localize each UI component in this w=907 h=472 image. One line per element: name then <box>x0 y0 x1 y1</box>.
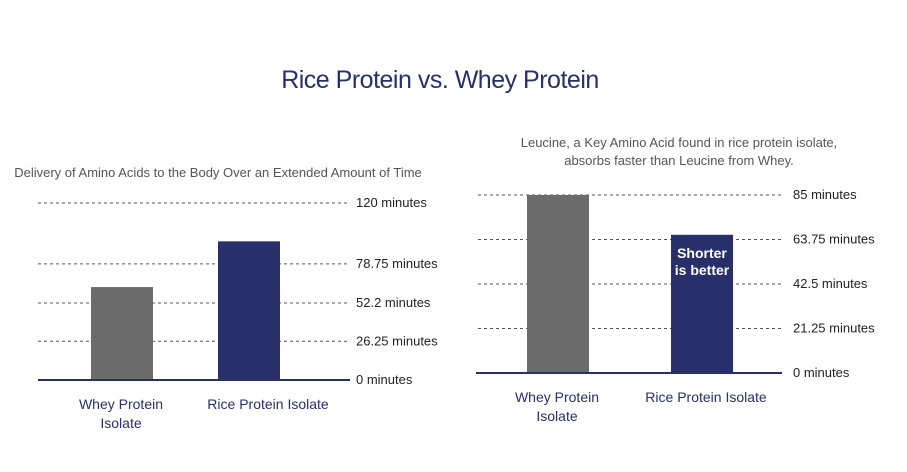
category-label-line: Whey Protein <box>79 396 163 412</box>
y-tick-label: 0 minutes <box>356 372 413 387</box>
category-label-line: Isolate <box>536 408 577 424</box>
category-label-line: Isolate <box>100 415 141 431</box>
chart-subtitle-line: Leucine, a Key Amino Acid found in rice … <box>521 135 838 150</box>
chart-subtitle: Leucine, a Key Amino Acid found in rice … <box>521 135 838 168</box>
bar-rice-protein <box>218 241 280 380</box>
chart-subtitle-line: absorbs faster than Leucine from Whey. <box>564 153 794 168</box>
y-tick-label: 63.75 minutes <box>793 232 875 247</box>
category-label: Whey Protein Isolate <box>79 396 163 431</box>
y-tick-label: 78.75 minutes <box>356 256 438 271</box>
bar-whey-protein <box>91 287 153 380</box>
y-tick-label: 85 minutes <box>793 187 857 202</box>
y-tick-label: 21.25 minutes <box>793 321 875 336</box>
category-label-line: Rice Protein Isolate <box>645 389 767 405</box>
category-label: Rice Protein Isolate <box>207 396 329 412</box>
category-label: Whey Protein Isolate <box>515 389 599 424</box>
y-tick-label: 26.25 minutes <box>356 333 438 348</box>
y-tick-label: 42.5 minutes <box>793 276 868 291</box>
category-label: Rice Protein Isolate <box>645 389 767 405</box>
y-tick-label: 0 minutes <box>793 365 850 380</box>
shorter-is-better-note-line: Shorter <box>677 245 727 261</box>
chart-subtitle-line: Delivery of Amino Acids to the Body Over… <box>14 165 422 180</box>
bar-whey-protein <box>527 195 589 373</box>
category-label-line: Rice Protein Isolate <box>207 396 329 412</box>
y-tick-label: 120 minutes <box>356 195 427 210</box>
category-label-line: Whey Protein <box>515 389 599 405</box>
chart-subtitle: Delivery of Amino Acids to the Body Over… <box>14 165 422 180</box>
shorter-is-better-note-line: is better <box>675 262 730 278</box>
shorter-is-better-note: Shorter is better <box>675 245 730 278</box>
bar-rice-protein <box>671 234 733 373</box>
y-tick-label: 52.2 minutes <box>356 295 431 310</box>
page-title: Rice Protein vs. Whey Protein <box>281 66 599 94</box>
leucine-absorption-chart: Leucine, a Key Amino Acid found in rice … <box>476 135 875 424</box>
amino-delivery-chart: Delivery of Amino Acids to the Body Over… <box>14 165 438 431</box>
